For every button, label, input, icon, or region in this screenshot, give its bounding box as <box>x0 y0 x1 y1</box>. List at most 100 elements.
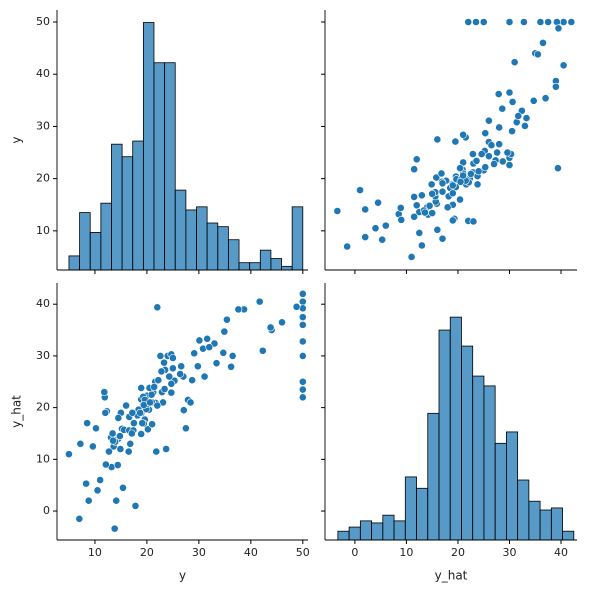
point <box>219 348 228 357</box>
point <box>223 315 231 324</box>
point <box>108 429 117 438</box>
bar <box>79 212 91 271</box>
point <box>116 445 125 453</box>
bar <box>483 385 496 541</box>
bar <box>281 265 293 271</box>
point <box>148 420 156 429</box>
point <box>473 180 482 189</box>
bar <box>427 412 440 541</box>
bar <box>517 479 530 541</box>
point <box>490 160 498 168</box>
bar <box>438 329 451 541</box>
point <box>410 165 419 174</box>
bar <box>142 22 155 271</box>
point <box>278 318 286 327</box>
point <box>115 432 124 440</box>
point <box>477 150 486 158</box>
point <box>567 18 576 26</box>
x-tick-label: 30 <box>192 546 206 559</box>
point <box>498 157 507 166</box>
x-tick-label: 40 <box>244 546 258 559</box>
x-tick-label: 0 <box>351 546 358 559</box>
point <box>425 201 434 210</box>
point <box>186 398 195 407</box>
point <box>93 486 102 495</box>
point <box>433 135 442 144</box>
point <box>417 241 426 250</box>
point <box>437 169 446 178</box>
point <box>298 313 307 322</box>
point <box>298 297 307 306</box>
point <box>138 419 147 428</box>
bar <box>550 507 563 541</box>
point <box>559 61 568 70</box>
point <box>168 354 177 362</box>
point <box>554 164 562 173</box>
x-tick-label: 20 <box>451 546 465 559</box>
point <box>101 460 110 469</box>
bar <box>562 530 575 541</box>
point <box>228 352 237 360</box>
point <box>397 215 406 224</box>
point <box>136 408 145 417</box>
bar <box>416 487 429 541</box>
point <box>292 302 301 311</box>
point <box>131 501 140 510</box>
bar <box>393 520 406 541</box>
x-tick-label: 40 <box>554 546 568 559</box>
point <box>505 88 514 97</box>
y-axis-label: y_hat <box>10 395 24 428</box>
point <box>126 439 135 448</box>
point <box>493 148 502 157</box>
bar <box>217 226 229 271</box>
point <box>433 225 442 234</box>
point <box>505 18 514 26</box>
point <box>508 97 517 106</box>
y-tick-label: 10 <box>36 452 50 465</box>
point <box>479 18 488 26</box>
y-tick-label: 0 <box>43 504 50 517</box>
point <box>203 334 212 343</box>
y-tick-label: 10 <box>36 224 50 237</box>
bar <box>494 442 507 541</box>
bar <box>259 249 272 271</box>
point <box>234 305 243 314</box>
point <box>76 439 85 448</box>
point <box>101 408 110 417</box>
bar <box>539 509 552 541</box>
point <box>147 390 156 399</box>
y-tick-label: 30 <box>36 349 50 362</box>
bar <box>348 526 361 541</box>
point <box>381 221 390 230</box>
point <box>443 203 452 212</box>
point <box>298 289 307 298</box>
point <box>157 367 166 376</box>
point <box>459 171 468 180</box>
point <box>127 429 136 438</box>
point <box>559 18 568 26</box>
point <box>554 24 563 33</box>
point <box>487 141 496 150</box>
point <box>514 112 523 120</box>
point <box>88 442 97 451</box>
point <box>122 401 131 410</box>
point <box>484 116 493 125</box>
point <box>168 364 177 373</box>
x-axis-label: y_hat <box>435 569 468 583</box>
point <box>410 212 419 221</box>
point <box>374 198 382 207</box>
point <box>130 419 138 428</box>
bar <box>185 209 197 271</box>
bar <box>121 156 134 271</box>
point <box>114 414 123 422</box>
point <box>428 189 437 198</box>
point <box>539 38 547 47</box>
point <box>65 450 73 459</box>
y-tick-label: 40 <box>36 67 50 80</box>
point <box>498 104 507 113</box>
point <box>205 343 214 352</box>
bar <box>153 62 166 271</box>
bar <box>68 255 81 271</box>
bar <box>337 530 350 541</box>
point <box>438 187 447 196</box>
